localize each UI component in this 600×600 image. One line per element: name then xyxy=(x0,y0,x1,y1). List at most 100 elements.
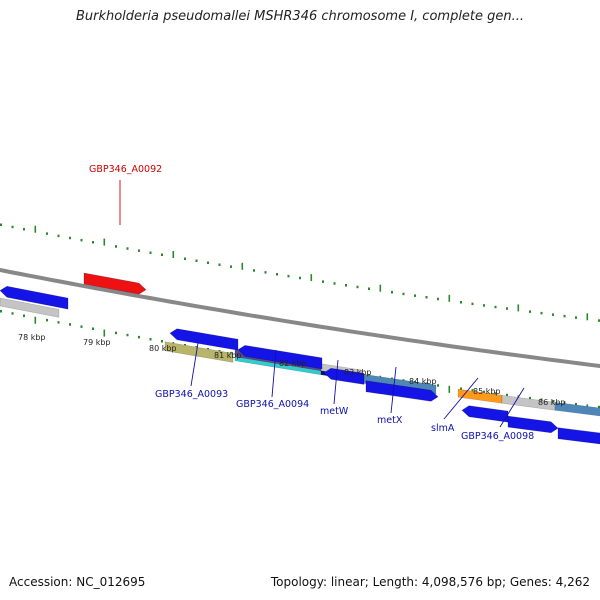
ruler-minor-tick xyxy=(552,399,554,403)
ruler-minor-tick xyxy=(598,319,600,322)
ruler-minor-tick xyxy=(598,405,600,409)
ruler-minor-tick xyxy=(299,276,301,280)
gene-arrow-GBP346_A0098 xyxy=(557,427,600,445)
ruler-minor-tick xyxy=(149,251,152,254)
gene-label-GBP346_A0092: GBP346_A0092 xyxy=(89,164,162,175)
ruler-minor-tick xyxy=(494,305,497,309)
ruler-major-tick xyxy=(310,274,313,282)
accession-text: Accession: NC_012695 xyxy=(9,575,146,589)
tick-label: 82 kbp xyxy=(279,359,307,368)
ruler-major-tick xyxy=(241,262,244,270)
gene-label-metX: metX xyxy=(377,415,403,426)
leader-GBP346_A0098 xyxy=(499,387,525,428)
ruler-minor-tick xyxy=(287,274,290,278)
feature-f_steel2 xyxy=(554,402,600,417)
tick-label: 81 kbp xyxy=(214,351,242,360)
ruler-minor-tick xyxy=(11,225,14,229)
ruler-minor-tick xyxy=(218,263,221,266)
leader-metW xyxy=(333,359,339,405)
topology-text: Topology: linear; Length: 4,098,576 bp; … xyxy=(270,575,590,589)
ruler-minor-tick xyxy=(540,398,543,401)
ruler-minor-tick xyxy=(23,228,25,231)
ruler-minor-tick xyxy=(437,384,439,387)
gene-label-GBP346_A0093: GBP346_A0093 xyxy=(155,389,228,400)
ruler-minor-tick xyxy=(437,297,439,301)
ruler-major-tick xyxy=(103,329,106,337)
gene-arrow-GBP346_A0093 xyxy=(169,328,239,351)
ruler-minor-tick xyxy=(0,310,2,313)
ruler-minor-tick xyxy=(460,387,462,390)
ruler-minor-tick xyxy=(529,396,531,400)
ruler-minor-tick xyxy=(391,291,393,294)
ruler-minor-tick xyxy=(575,316,577,319)
ruler-minor-tick xyxy=(69,323,71,326)
ruler-minor-tick xyxy=(195,259,198,262)
ruler-minor-tick xyxy=(552,313,554,316)
tick-label: 78 kbp xyxy=(18,333,46,342)
ruler-minor-tick xyxy=(345,284,347,287)
ruler-minor-tick xyxy=(138,335,140,339)
ruler-minor-tick xyxy=(356,285,359,289)
ruler-minor-tick xyxy=(368,287,370,290)
ruler-minor-tick xyxy=(161,253,163,256)
ruler-major-tick xyxy=(34,225,37,233)
ruler-major-tick xyxy=(448,385,451,393)
tick-label: 85 kbp xyxy=(473,387,501,396)
ruler-minor-tick xyxy=(575,402,577,406)
ruler-major-tick xyxy=(448,294,451,302)
ruler-minor-tick xyxy=(138,249,140,252)
ruler-minor-tick xyxy=(23,314,25,317)
ruler-minor-tick xyxy=(483,390,485,394)
map-title: Burkholderia pseudomallei MSHR346 chromo… xyxy=(75,9,525,24)
ruler-minor-tick xyxy=(563,401,566,404)
ruler-minor-tick xyxy=(80,325,83,328)
ruler-minor-tick xyxy=(126,333,129,337)
gene-label-slmA: slmA xyxy=(431,423,455,434)
ruler-minor-tick xyxy=(276,273,278,276)
gene-arrow-g_a0097 xyxy=(461,405,509,423)
label-leader-lines xyxy=(119,180,525,428)
ruler-upper-track xyxy=(0,223,600,322)
ruler-minor-tick xyxy=(92,241,94,244)
ruler-minor-tick xyxy=(471,302,474,306)
ruler-major-tick xyxy=(172,251,175,258)
gene-arrow-metW xyxy=(323,367,365,385)
gene-arrow-g_left_edge xyxy=(0,285,69,310)
ruler-minor-tick xyxy=(506,393,508,397)
leader-slmA xyxy=(443,377,479,420)
ruler-minor-tick xyxy=(471,389,474,392)
ruler-minor-tick xyxy=(184,257,186,260)
ruler-minor-tick xyxy=(483,304,485,307)
ruler-major-tick xyxy=(34,316,37,324)
ruler-minor-tick xyxy=(92,327,94,330)
ruler-minor-tick xyxy=(207,261,209,264)
feature-f_left xyxy=(0,297,60,318)
ruler-minor-tick xyxy=(494,392,497,395)
ruler-minor-tick xyxy=(115,331,117,335)
ruler-minor-tick xyxy=(425,296,428,299)
ruler-minor-tick xyxy=(253,269,255,272)
ruler-minor-tick xyxy=(322,280,324,283)
ruler-minor-tick xyxy=(46,318,48,322)
ruler-minor-tick xyxy=(264,271,267,274)
ruler-minor-tick xyxy=(460,301,462,304)
ruler-minor-tick xyxy=(46,232,48,235)
ruler-minor-tick xyxy=(126,247,129,250)
tick-label: 80 kbp xyxy=(149,344,177,353)
ruler-tick-labels: 78 kbp 79 kbp 80 kbp 81 kbp 82 kbp 83 kbp 84 k… xyxy=(18,333,566,407)
gene-label-GBP346_A0094: GBP346_A0094 xyxy=(236,399,309,410)
ruler-major-tick xyxy=(517,304,520,312)
ruler-minor-tick xyxy=(506,307,508,310)
ruler-minor-tick xyxy=(80,238,83,242)
ruler-major-tick xyxy=(379,284,382,292)
leader-GBP346_A0093 xyxy=(190,342,199,387)
leader-GBP346_A0094 xyxy=(271,349,277,398)
gene-track xyxy=(0,272,600,445)
ruler-minor-tick xyxy=(57,321,60,324)
ruler-minor-tick xyxy=(529,310,531,313)
gene-arrow-GBP346_A0094 xyxy=(237,345,323,370)
tick-label: 84 kbp xyxy=(409,377,437,386)
ruler-major-tick xyxy=(103,238,106,246)
ruler-minor-tick xyxy=(333,282,336,285)
